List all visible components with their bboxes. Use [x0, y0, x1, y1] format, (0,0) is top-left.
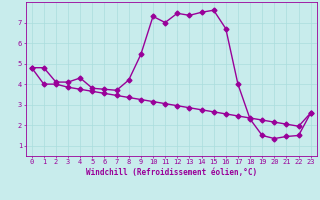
- X-axis label: Windchill (Refroidissement éolien,°C): Windchill (Refroidissement éolien,°C): [86, 168, 257, 177]
